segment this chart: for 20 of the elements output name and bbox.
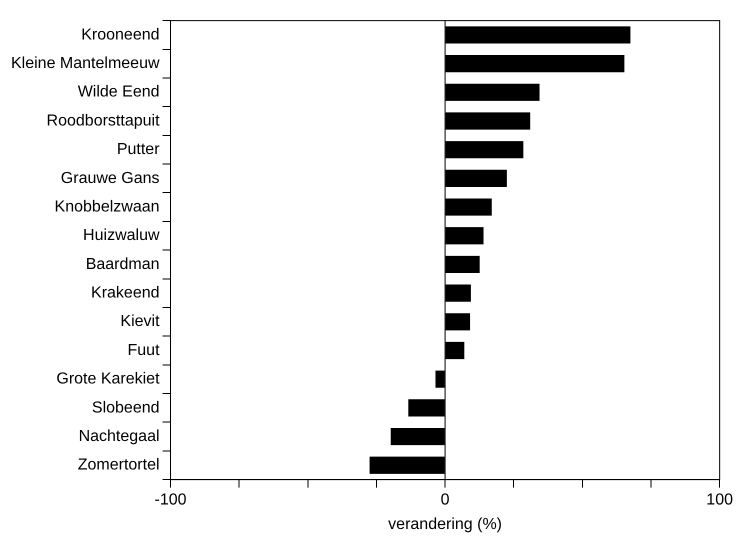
y-tick-label: Knobbelzwaan (54, 198, 160, 216)
x-tick-label: -100 (154, 492, 187, 509)
x-axis-title: verandering (%) (388, 516, 502, 533)
y-tick-label: Slobeend (92, 399, 160, 416)
y-tick-label: Kievit (120, 313, 160, 330)
y-tick-label: Wilde Eend (78, 84, 160, 101)
y-tick-label: Krooneend (81, 26, 160, 44)
y-tick-label: Fuut (128, 342, 160, 359)
y-tick-label: Grote Karekiet (56, 370, 160, 388)
y-tick-label: Roodborsttapuit (46, 112, 160, 130)
x-tick-label: 0 (440, 492, 450, 509)
y-tick-label: Grauwe Gans (60, 170, 160, 187)
y-tick-label: Zomertortel (78, 456, 160, 474)
x-tick-label: 100 (706, 492, 734, 509)
y-tick-label: Baardman (86, 256, 160, 273)
y-tick-label: Krakeend (91, 284, 160, 302)
y-tick-label: Huizwaluw (83, 227, 160, 244)
y-tick-label: Nachtegaal (78, 428, 160, 445)
y-tick-label: Kleine Mantelmeeuw (10, 55, 160, 72)
y-tick-label: Putter (116, 141, 160, 158)
